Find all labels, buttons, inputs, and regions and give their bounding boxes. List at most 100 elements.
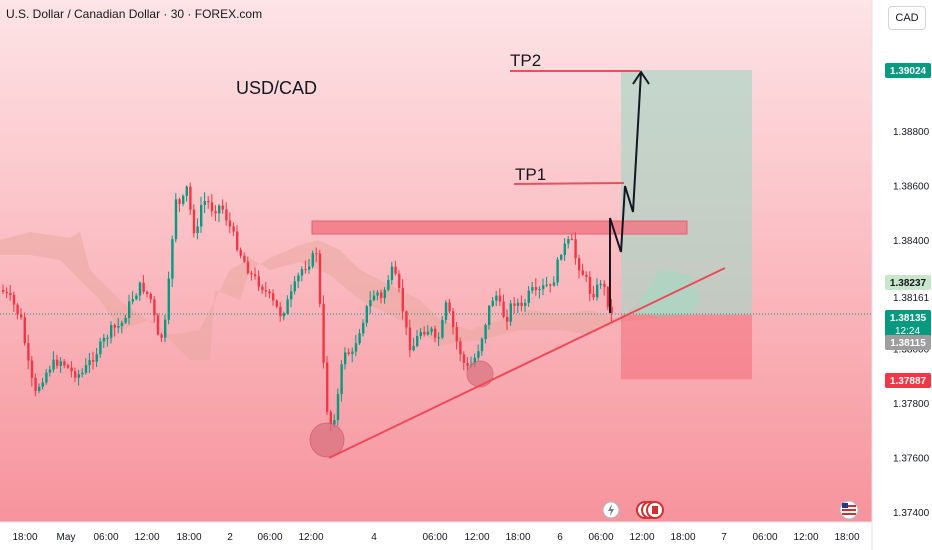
candle-body <box>174 199 178 240</box>
low-marker-2 <box>466 360 494 388</box>
us-flag-icon <box>839 500 859 520</box>
candle-body <box>81 372 84 375</box>
candle-body <box>23 317 26 344</box>
x-tick-label: 4 <box>371 532 377 543</box>
candle-body <box>578 258 581 271</box>
x-tick-label: 12:00 <box>298 532 323 543</box>
candle-body <box>480 339 484 352</box>
candle-body <box>250 273 253 275</box>
candle-body <box>398 273 401 288</box>
candle-body <box>290 291 293 300</box>
tp2-label: TP2 <box>510 51 541 70</box>
lightning-icon-glyph <box>608 504 614 516</box>
candle-body <box>362 322 365 334</box>
candle-body <box>77 374 80 378</box>
x-tick-label: 12:00 <box>629 532 654 543</box>
candle-body <box>275 300 278 307</box>
candle-body <box>268 291 271 294</box>
candle-body <box>462 354 466 364</box>
candle-body <box>588 276 592 294</box>
candle-body <box>509 303 512 322</box>
candle-body <box>74 371 77 378</box>
chart-title: U.S. Dollar / Canadian Dollar · 30 · FOR… <box>6 7 263 21</box>
candle-body <box>120 322 124 326</box>
candle-body <box>185 186 188 196</box>
tp1-line <box>513 182 625 185</box>
candle-body <box>246 261 250 274</box>
y-tick-label: 1.38800 <box>893 127 930 138</box>
candle-body <box>221 205 224 210</box>
candle-body <box>153 299 156 316</box>
x-tick-label: 2 <box>227 532 233 543</box>
candle-body <box>146 291 149 294</box>
x-tick-label: 06:00 <box>752 532 777 543</box>
position-target-zone <box>621 70 752 315</box>
candle-body <box>84 365 88 373</box>
ichimoku-cloud <box>0 232 700 360</box>
candle-body <box>592 293 595 298</box>
candle-body <box>156 315 160 335</box>
candle-body <box>596 284 599 298</box>
candle-body <box>304 269 307 271</box>
candle-body <box>196 226 199 234</box>
candle-body <box>272 293 275 301</box>
y-tick-label: 1.38400 <box>893 236 930 247</box>
currency-button[interactable]: CAD <box>888 6 926 30</box>
tp1-label: TP1 <box>515 165 546 184</box>
candle-body <box>372 295 376 301</box>
candle-body <box>390 266 394 281</box>
price-tag-label: 1.38237 <box>890 278 927 289</box>
candle-body <box>531 287 534 291</box>
candle-body <box>534 287 538 290</box>
x-tick-label: 12:00 <box>134 532 159 543</box>
candle-body <box>92 360 95 362</box>
candle-body <box>585 274 588 277</box>
candle-body <box>41 382 44 387</box>
candle-body <box>563 243 566 255</box>
candle-body <box>63 361 66 366</box>
candle-body <box>437 337 440 339</box>
candle-body <box>131 299 134 302</box>
candle-body <box>207 200 210 203</box>
candle-body <box>38 386 41 391</box>
candle-body <box>282 313 286 317</box>
candle-body <box>293 281 296 292</box>
candle-body <box>488 305 491 325</box>
candle-body <box>171 239 174 279</box>
candle-body <box>556 259 559 283</box>
candle-body <box>516 302 520 306</box>
candle-body <box>16 304 19 315</box>
candle-body <box>48 369 52 373</box>
price-tag-label: 1.39024 <box>890 66 927 77</box>
candle-body <box>549 284 552 286</box>
candle-body <box>448 302 451 312</box>
candle-body <box>394 266 397 274</box>
candle-body <box>243 255 246 262</box>
candle-body <box>340 364 343 394</box>
candle-body <box>261 286 264 291</box>
candle-body <box>189 186 192 210</box>
candle-body <box>102 337 106 342</box>
candle-body <box>228 220 232 227</box>
candle-body <box>27 343 30 361</box>
candle-body <box>455 327 458 342</box>
candle-body <box>502 301 505 317</box>
candle-body <box>311 253 314 267</box>
candle-body <box>405 311 408 328</box>
candle-body <box>5 291 8 294</box>
us-flag-canton <box>842 503 848 508</box>
candle-body <box>218 205 221 214</box>
us-flag-stripe <box>842 509 856 511</box>
candle-body <box>452 311 455 328</box>
candle-body <box>495 295 498 301</box>
y-tick-label: 1.38600 <box>893 181 930 192</box>
price-tag-label: 1.38135 <box>890 313 927 324</box>
candle-body <box>329 411 332 425</box>
candle-body <box>117 325 120 328</box>
lightning-icon <box>602 501 620 519</box>
y-tick-label: 1.37400 <box>893 508 930 519</box>
x-tick-label: 18:00 <box>12 532 37 543</box>
x-tick-label: 18:00 <box>176 532 201 543</box>
